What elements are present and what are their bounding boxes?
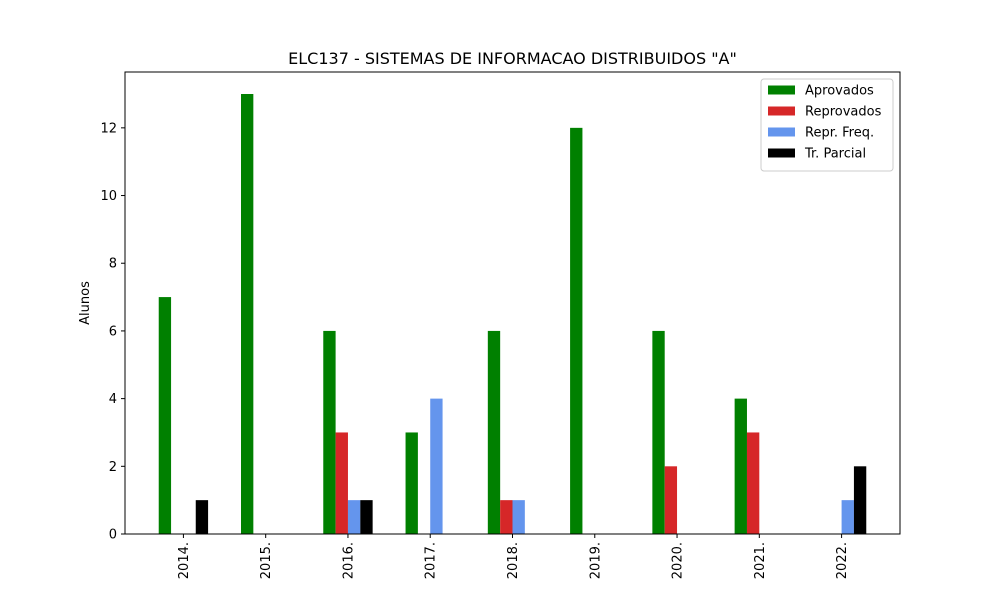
y-tick-label: 0 <box>109 528 117 543</box>
bar-aprovados-2015 <box>241 94 254 534</box>
bar-aprovados-2017 <box>405 432 418 534</box>
legend-swatch <box>768 127 795 137</box>
chart-title: ELC137 - SISTEMAS DE INFORMACAO DISTRIBU… <box>288 49 737 68</box>
bar-repr-freq-2022 <box>841 500 854 534</box>
legend-label: Tr. Parcial <box>804 147 866 162</box>
legend-label: Aprovados <box>805 84 874 99</box>
x-tick-label: 2021. <box>753 542 768 579</box>
x-tick-label: 2019. <box>588 542 603 579</box>
legend-box <box>760 78 894 172</box>
y-tick-label: 8 <box>109 257 117 272</box>
y-axis-label: Alunos <box>78 281 93 325</box>
axis-layer: 0 2 4 6 8 10 12 2014. 2015. 2016. 2017. 2018. 2019. 2… <box>100 71 901 579</box>
x-tick-label: 2018. <box>506 542 521 579</box>
bar-aprovados-2021 <box>734 398 747 534</box>
legend-label: Repr. Freq. <box>805 126 874 141</box>
x-tick-label: 2020. <box>671 542 686 579</box>
x-tick-label: 2016. <box>341 542 356 579</box>
y-tick-label: 6 <box>109 324 117 339</box>
bar-aprovados-2019 <box>570 127 583 534</box>
bar-tr-parcial-2014 <box>195 500 209 534</box>
y-tick-label: 4 <box>109 392 117 407</box>
bar-repr-freq-2017 <box>430 398 443 534</box>
bars-layer <box>158 94 867 534</box>
bar-repr-freq-2016 <box>347 500 361 534</box>
x-tick-label: 2022. <box>835 542 850 579</box>
bar-reprovados-2021 <box>746 432 760 534</box>
bar-reprovados-2020 <box>664 466 678 534</box>
bar-reprovados-2016 <box>335 432 348 534</box>
y-tick-label: 2 <box>109 460 117 475</box>
legend-swatch <box>768 148 795 158</box>
legend-swatch <box>768 106 795 116</box>
x-tick-label: 2015. <box>259 542 274 579</box>
legend-label: Reprovados <box>805 105 882 120</box>
legend-swatch <box>768 85 795 95</box>
x-tick-label: 2017. <box>424 542 439 579</box>
bar-aprovados-2018 <box>487 330 501 534</box>
bar-aprovados-2014 <box>158 297 172 534</box>
y-tick-label: 10 <box>100 189 117 204</box>
bar-aprovados-2016 <box>323 330 336 534</box>
bar-aprovados-2020 <box>652 330 665 534</box>
bar-tr-parcial-2016 <box>360 500 373 534</box>
bar-reprovados-2018 <box>500 500 513 534</box>
bar-tr-parcial-2022 <box>853 466 867 534</box>
bar-repr-freq-2018 <box>512 500 525 534</box>
y-tick-label: 12 <box>100 121 117 136</box>
legend: Aprovados Reprovados Repr. Freq. Tr. Parcia… <box>760 78 894 172</box>
x-tick-label: 2014. <box>177 542 192 579</box>
